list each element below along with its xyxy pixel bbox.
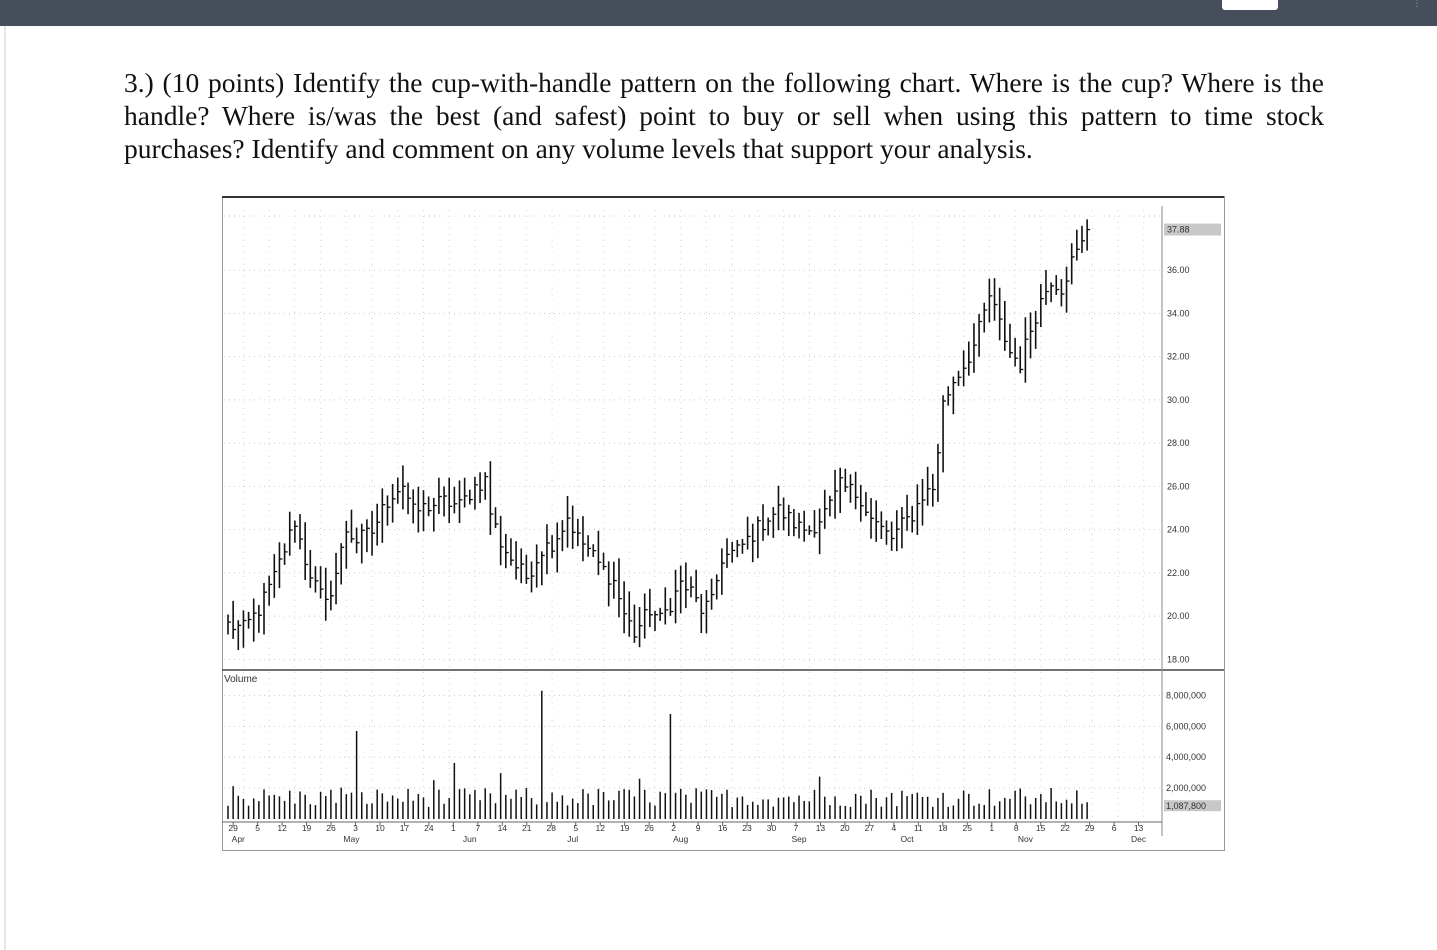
- volume-tick-label: 4,000,000: [1166, 752, 1206, 762]
- last-price-box: [1164, 223, 1221, 236]
- price-tick-label: 22.00: [1167, 568, 1190, 578]
- x-axis-day-label: 3: [353, 823, 358, 833]
- price-tick-label: 24.00: [1167, 525, 1190, 535]
- x-axis-day-label: 12: [277, 823, 287, 833]
- price-tick-label: 28.00: [1167, 438, 1190, 448]
- x-axis-day-label: 19: [620, 823, 630, 833]
- chart-frame: [222, 196, 1225, 851]
- price-tick-label: 36.00: [1167, 265, 1190, 275]
- x-axis-month-label: May: [343, 834, 360, 844]
- x-axis-month-label: Oct: [900, 834, 914, 844]
- more-options-icon[interactable]: ⋮: [1412, 0, 1422, 9]
- x-axis-day-label: 17: [400, 823, 410, 833]
- price-tick-label: 18.00: [1167, 654, 1190, 664]
- x-axis-day-label: 13: [816, 823, 826, 833]
- x-axis-day-label: 21: [522, 823, 532, 833]
- price-tick-label: 20.00: [1167, 611, 1190, 621]
- x-axis-day-label: 10: [375, 823, 385, 833]
- x-axis-day-label: 15: [1036, 823, 1046, 833]
- x-axis-day-label: 1: [451, 823, 456, 833]
- x-axis-day-label: 5: [573, 823, 578, 833]
- browser-top-bar: ⋮: [0, 0, 1437, 26]
- stock-chart-svg: 36.00 34.00 32.00 30.00 28.00 26.00 24.00 22.00…: [222, 196, 1225, 851]
- x-axis-day-label: 2: [671, 823, 676, 833]
- x-axis-day-label: 12: [595, 823, 605, 833]
- x-axis-day-label: 13: [1134, 823, 1144, 833]
- x-axis-day-label: 20: [840, 823, 850, 833]
- x-axis-day-label: 19: [302, 823, 312, 833]
- x-axis-month-label: Nov: [1018, 834, 1034, 844]
- x-axis-day-label: 4: [891, 823, 896, 833]
- x-axis-day-label: 24: [424, 823, 434, 833]
- last-volume-box: [1164, 800, 1221, 812]
- price-tick-label: 26.00: [1167, 481, 1190, 491]
- x-axis-month-label: Sep: [791, 834, 806, 844]
- page-left-border: [4, 26, 6, 950]
- toolbar-button[interactable]: [1222, 0, 1278, 10]
- x-axis-day-label: 26: [326, 823, 336, 833]
- x-axis-month-label: Jun: [463, 834, 477, 844]
- x-axis-day-label: 23: [742, 823, 752, 833]
- price-tick-label: 34.00: [1167, 308, 1190, 318]
- x-axis-day-label: 29: [1085, 823, 1095, 833]
- x-axis-day-label: 7: [475, 823, 480, 833]
- price-tick-label: 30.00: [1167, 395, 1190, 405]
- x-axis-day-label: 5: [255, 823, 260, 833]
- x-axis-day-label: 14: [498, 823, 508, 833]
- x-axis-day-label: 28: [547, 823, 557, 833]
- volume-tick-label: 6,000,000: [1166, 721, 1206, 731]
- last-volume-label: 1,087,800: [1166, 801, 1206, 811]
- x-axis-day-label: 1: [989, 823, 994, 833]
- x-axis-day-label: 6: [1112, 823, 1117, 833]
- x-axis-day-label: 8: [1014, 823, 1019, 833]
- price-tick-label: 32.00: [1167, 352, 1190, 362]
- stock-chart: 36.00 34.00 32.00 30.00 28.00 26.00 24.00 22.00…: [222, 196, 1226, 852]
- x-axis-day-label: 11: [914, 823, 923, 833]
- x-axis-month-label: Jul: [567, 834, 578, 844]
- volume-panel-label: Volume: [224, 674, 258, 685]
- x-axis-day-label: 26: [644, 823, 654, 833]
- x-axis-month-label: Dec: [1131, 834, 1147, 844]
- x-axis-day-label: 22: [1060, 823, 1070, 833]
- x-axis-month-label: Apr: [232, 834, 245, 844]
- x-axis-month-label: Aug: [673, 834, 688, 844]
- x-axis-day-label: 25: [963, 823, 973, 833]
- volume-tick-label: 2,000,000: [1166, 783, 1206, 793]
- x-axis-day-label: 7: [794, 823, 799, 833]
- x-axis-day-label: 9: [696, 823, 701, 833]
- last-price-label: 37.88: [1167, 225, 1190, 235]
- question-text: 3.) (10 points) Identify the cup-with-ha…: [124, 67, 1324, 164]
- x-axis-day-label: 16: [718, 823, 728, 833]
- volume-tick-label: 8,000,000: [1166, 690, 1206, 700]
- x-axis-day-label: 29: [228, 823, 238, 833]
- x-axis-day-label: 30: [767, 823, 777, 833]
- x-axis-day-label: 27: [865, 823, 875, 833]
- x-axis-day-label: 18: [938, 823, 948, 833]
